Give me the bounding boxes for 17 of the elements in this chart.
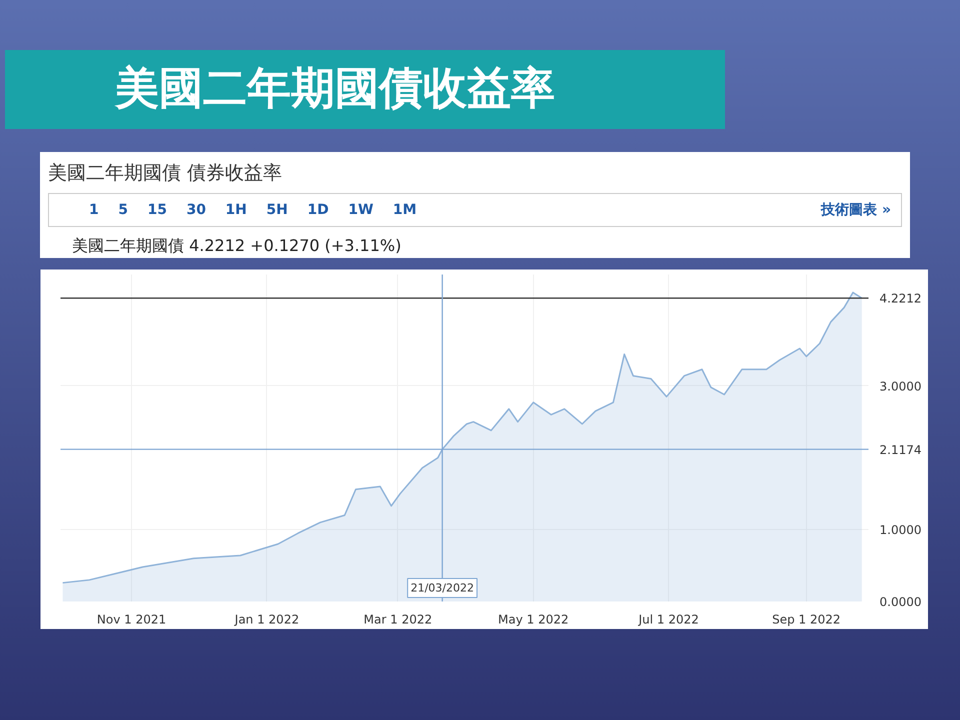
text: 技術圖表 »	[821, 201, 891, 220]
x-tick-label: Mar 1 2022	[364, 612, 432, 626]
y-tick-label: 3.0000	[880, 379, 922, 394]
x-tick-label: Jan 1 2022	[234, 612, 300, 626]
chart-title: 美國二年期國債收益率	[5, 50, 725, 129]
chart-subtitle: 美國二年期國債 債券收益率	[48, 161, 284, 186]
y-tick-label: 1.0000	[880, 523, 922, 538]
text: 美國二年期國債 4.2212 +0.1270 (+3.11%)	[72, 235, 402, 258]
ref-line-label: 21/03/2022	[410, 582, 474, 594]
text: 1 5 15 30 1H 5H 1D 1W 1M	[89, 202, 417, 218]
y-tick-label: 0.0000	[880, 595, 922, 609]
x-tick-label: May 1 2022	[498, 612, 569, 626]
ref-line-label: 4.2212	[880, 292, 922, 306]
x-tick-label: Sep 1 2022	[772, 612, 841, 626]
x-tick-label: Jul 1 2022	[638, 612, 699, 626]
x-tick-label: Nov 1 2021	[96, 612, 166, 626]
ref-line-label: 2.1174	[880, 442, 922, 457]
